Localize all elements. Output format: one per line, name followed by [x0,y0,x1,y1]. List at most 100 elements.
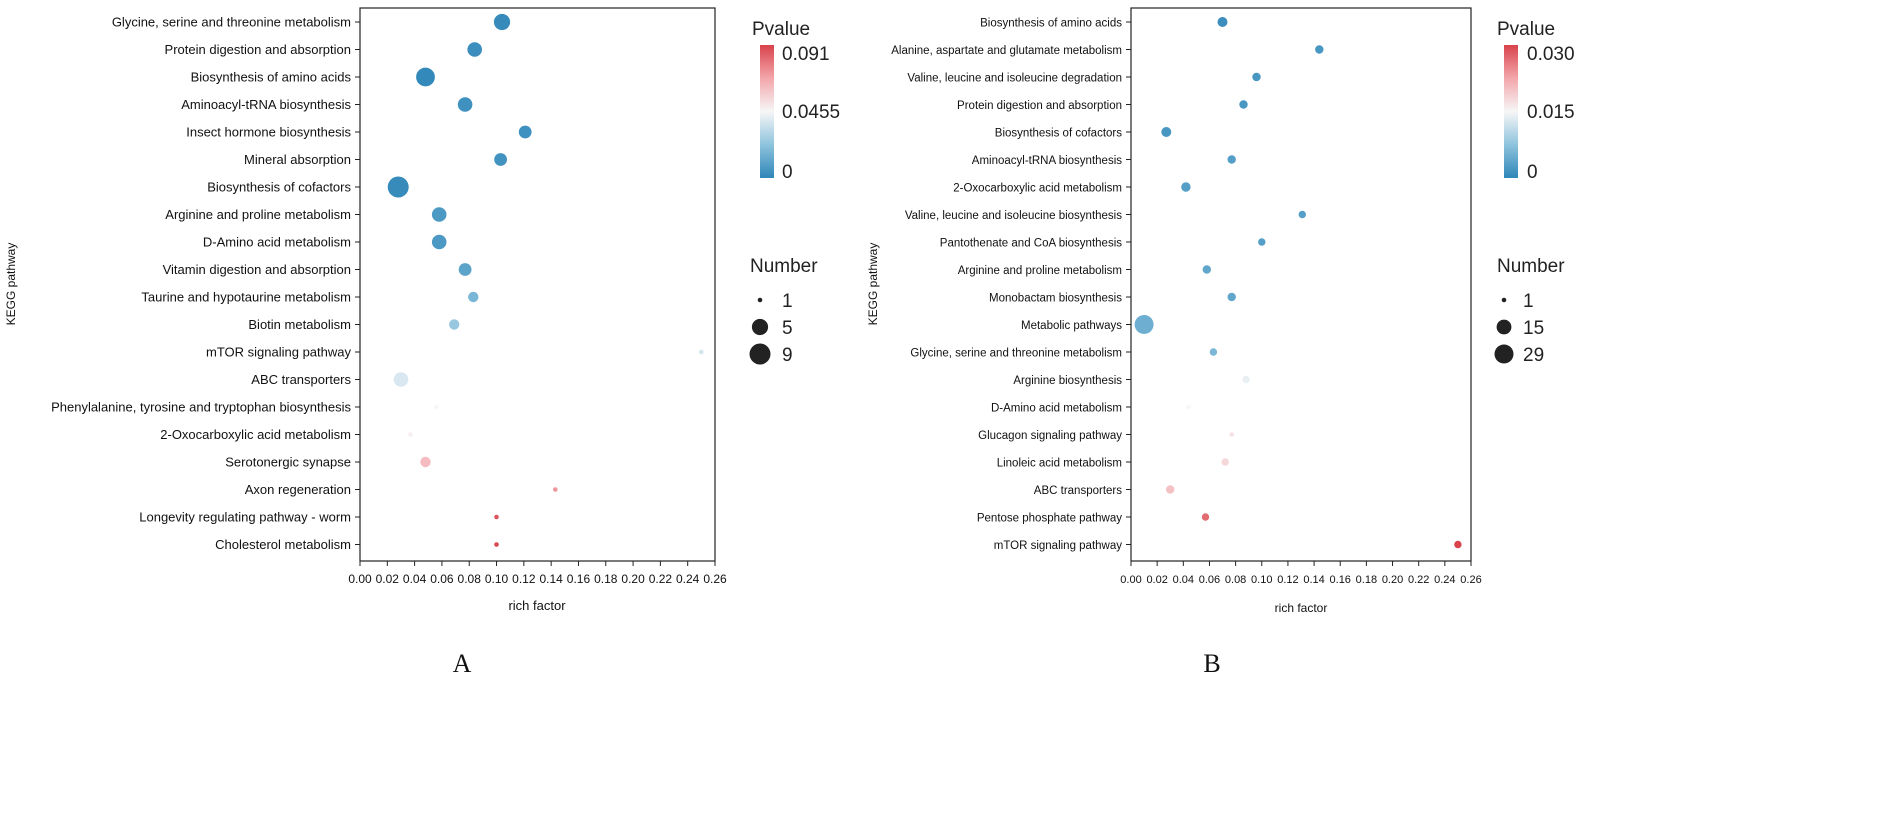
x-tick-label: 0.18 [594,572,618,586]
pathway-label: Biosynthesis of cofactors [995,128,1122,140]
x-tick-label: 0.22 [649,572,673,586]
panel-a-pvalue-mid-label: 0.0455 [782,102,840,123]
data-point [1166,485,1175,494]
panel-b-pvalue-colorbar [1504,45,1518,178]
pathway-label: Taurine and hypotaurine metabolism [141,290,351,305]
data-point [1454,540,1462,549]
panel-b-chart: Biosynthesis of amino acids Alanine, aspa… [866,7,1575,678]
data-point [1229,432,1234,437]
panel-b-pvalue-max-label: 0.030 [1527,44,1575,65]
panel-a-plot-frame [359,7,716,562]
x-tick-label: 0.04 [1173,574,1194,586]
pathway-label: Pantothenate and CoA biosynthesis [940,238,1122,250]
pathway-label: Aminoacyl-tRNA biosynthesis [972,155,1122,167]
x-tick-label: 0.04 [403,572,427,586]
x-tick-label: 0.02 [376,572,400,586]
data-point [1258,238,1266,246]
pathway-label: Biosynthesis of amino acids [191,70,352,85]
panel-b-pathway-labels: Biosynthesis of amino acids Alanine, aspa… [891,18,1131,552]
panel-a-points [387,13,704,547]
pathway-label: Arginine biosynthesis [1013,375,1122,387]
size-legend-symbol [751,318,769,336]
data-point [1239,100,1248,109]
size-legend-symbol [749,343,771,365]
x-tick-label: 0.24 [676,572,700,586]
data-point [1209,348,1218,356]
data-point [1242,375,1250,384]
x-tick-label: 0.14 [1303,574,1324,586]
x-tick-label: 0.00 [348,572,372,586]
panel-b-pvalue-min-label: 0 [1527,162,1538,183]
panel-a-number-legend: Number 1 5 9 [749,256,818,366]
x-tick-label: 0.22 [1408,574,1429,586]
data-point [393,372,409,387]
size-legend-symbol [1501,297,1507,303]
size-legend-label: 15 [1523,318,1544,339]
pathway-label: D-Amino acid metabolism [203,235,351,250]
data-point [467,42,483,57]
pathway-label: Glucagon signaling pathway [978,430,1122,442]
data-point [431,234,447,250]
panel-a-letter: A [453,649,472,678]
pathway-label: 2-Oxocarboxylic acid metabolism [953,183,1122,195]
pathway-label: mTOR signaling pathway [994,540,1123,552]
data-point [1186,404,1191,410]
size-legend-symbol [1494,344,1514,364]
panel-a-x-axis-title: rich factor [508,598,566,613]
data-point [416,67,435,87]
panel-a-pvalue-min-label: 0 [782,162,793,183]
panel-b-plot-frame [1130,7,1472,562]
data-point [468,291,479,303]
panel-a-pvalue-max-label: 0.091 [782,44,830,65]
data-point [434,404,439,410]
data-point [494,514,499,520]
x-tick-label: 0.00 [1120,574,1141,586]
panel-b-pvalue-legend-title: Pvalue [1497,19,1555,40]
data-point [518,125,532,139]
x-tick-label: 0.08 [1225,574,1246,586]
data-point [1227,155,1236,164]
size-legend-label: 1 [1523,291,1534,312]
panel-a-pvalue-colorbar [760,45,774,178]
data-point [699,349,704,355]
panel-a-pvalue-legend: Pvalue 0.091 0.0455 0 [752,19,840,183]
pathway-label: Monobactam biosynthesis [989,293,1122,305]
x-tick-label: 0.14 [539,572,563,586]
data-point [1202,265,1212,274]
x-tick-label: 0.12 [1277,574,1298,586]
size-legend-symbol [1496,319,1512,335]
panel-a-pvalue-legend-title: Pvalue [752,19,810,40]
data-point [458,263,472,276]
pathway-label: Valine, leucine and isoleucine biosynthe… [905,210,1122,222]
data-point [1298,210,1307,219]
pathway-label: Alanine, aspartate and glutamate metabol… [891,45,1122,57]
panel-b-pvalue-mid-label: 0.015 [1527,102,1575,123]
pathway-label: 2-Oxocarboxylic acid metabolism [160,427,351,442]
panel-b-points [1134,17,1462,549]
data-point [494,542,499,547]
x-tick-label: 0.08 [458,572,482,586]
panel-b-y-axis-title: KEGG pathway [866,243,880,326]
pathway-label: Protein digestion and absorption [165,42,351,57]
x-tick-label: 0.06 [430,572,454,586]
x-tick-label: 0.10 [1251,574,1272,586]
panel-b-x-axis-title: rich factor [1275,601,1328,615]
x-tick-label: 0.12 [512,572,536,586]
x-tick-label: 0.20 [1382,574,1403,586]
pathway-label: Glycine, serine and threonine metabolism [910,348,1122,360]
data-point [449,319,460,330]
data-point [1134,315,1154,334]
pathway-label: Biotin metabolism [248,317,351,332]
data-point [1221,458,1229,466]
data-point [420,456,431,468]
data-point [493,13,511,31]
x-tick-label: 0.16 [1330,574,1351,586]
pathway-label: Pentose phosphate pathway [977,513,1122,525]
size-legend-label: 5 [782,318,793,339]
panel-a-chart: Glycine, serine and threonine metabolism… [4,7,840,678]
x-tick-label: 0.16 [567,572,591,586]
x-tick-label: 0.02 [1146,574,1167,586]
pathway-label: Vitamin digestion and absorption [163,262,351,277]
data-point [553,487,558,492]
